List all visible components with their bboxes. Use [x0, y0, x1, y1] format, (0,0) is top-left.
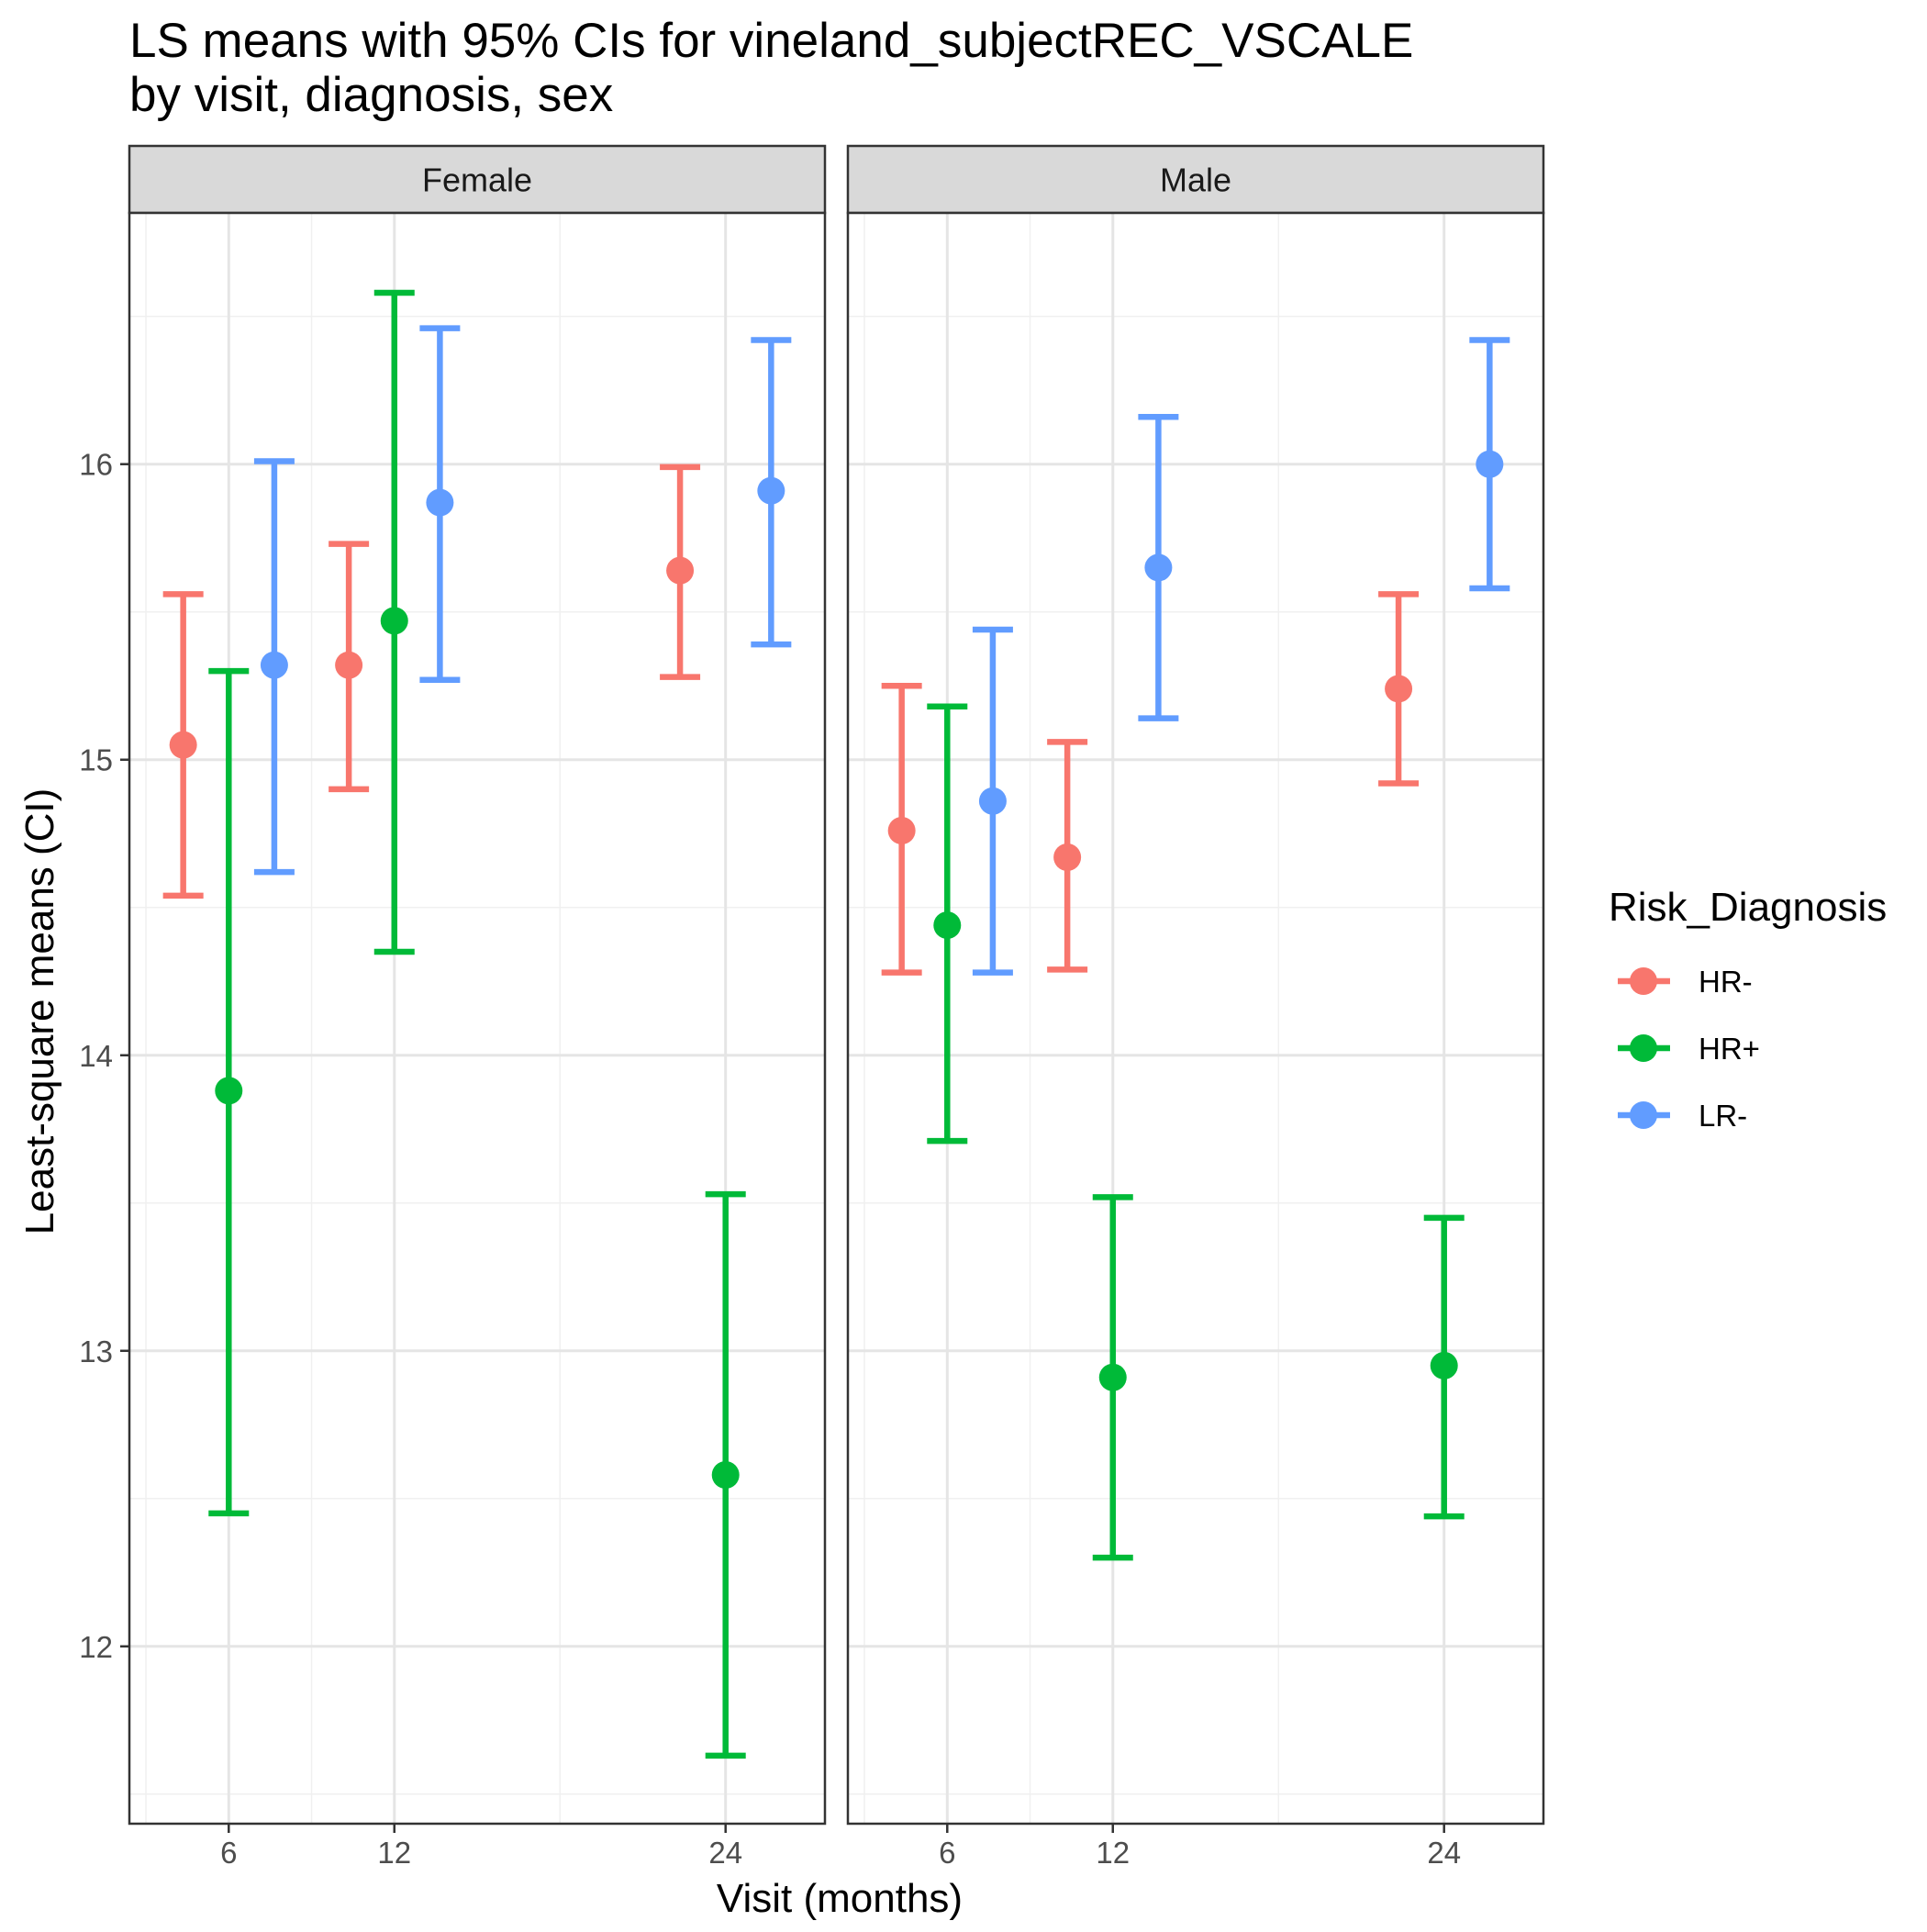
- y-axis: 12 13 14 15 16: [79, 448, 129, 1664]
- point-HR+: [1430, 1351, 1458, 1379]
- chart-title: LS means with 95% CIs for vineland_subje…: [129, 14, 1413, 68]
- series-hr-minus: [881, 591, 1420, 976]
- point-HR-: [887, 817, 916, 845]
- legend-item-LR-: LR-: [1618, 1099, 1747, 1133]
- point-HR-: [335, 651, 363, 679]
- panel-border: [128, 211, 827, 1826]
- point-LR-: [260, 651, 288, 679]
- series-hr-plus: [927, 703, 1465, 1561]
- point-HR+: [711, 1461, 740, 1490]
- x-axis-title: Visit (months): [717, 1876, 963, 1921]
- x-tick-label: 12: [377, 1836, 411, 1870]
- legend-item-HR-: HR-: [1618, 965, 1753, 999]
- x-tick-label: 12: [1096, 1836, 1130, 1870]
- x-tick-label: 6: [939, 1836, 955, 1870]
- y-tick-label: 12: [79, 1630, 113, 1664]
- legend-title: Risk_Diagnosis: [1609, 885, 1887, 930]
- point-HR-: [666, 556, 695, 585]
- point-LR-: [1144, 553, 1173, 582]
- strip-label-male: Male: [1160, 162, 1231, 199]
- legend-key-point: [1630, 1101, 1657, 1129]
- panel-male: Male 6 12 24: [846, 144, 1545, 1870]
- y-axis-title: Least-square means (CI): [17, 788, 62, 1235]
- point-LR-: [1476, 450, 1504, 478]
- series-lr-minus: [253, 325, 792, 876]
- panel-background: [848, 213, 1543, 1824]
- strip-male: [846, 144, 1545, 215]
- point-HR-: [1385, 675, 1413, 703]
- legend-key-point: [1630, 967, 1657, 995]
- x-tick-label: 6: [220, 1836, 237, 1870]
- chart-subtitle: by visit, diagnosis, sex: [129, 68, 613, 122]
- point-HR+: [380, 607, 408, 635]
- point-HR+: [1098, 1363, 1127, 1391]
- legend-label: HR-: [1699, 965, 1753, 999]
- panel-border: [846, 211, 1545, 1826]
- series-hr-minus: [162, 463, 701, 899]
- legend-key-point: [1630, 1034, 1657, 1062]
- series-hr-plus: [208, 289, 746, 1759]
- legend-label: LR-: [1699, 1099, 1747, 1133]
- panel-background: [129, 213, 825, 1824]
- x-tick-label: 24: [708, 1836, 742, 1870]
- point-HR-: [169, 731, 197, 759]
- panel-female: Female 6 12 24: [128, 144, 827, 1870]
- legend: Risk_Diagnosis HR- HR+ LR-: [1609, 885, 1887, 1133]
- legend-item-HR+: HR+: [1618, 1032, 1760, 1066]
- point-HR+: [215, 1077, 243, 1105]
- strip-female: [128, 144, 827, 215]
- point-HR+: [933, 911, 962, 940]
- y-tick-label: 13: [79, 1335, 113, 1368]
- point-LR-: [978, 787, 1007, 815]
- y-tick-label: 16: [79, 448, 113, 482]
- strip-label-female: Female: [422, 162, 532, 199]
- point-HR-: [1053, 843, 1082, 871]
- x-tick-label: 24: [1427, 1836, 1461, 1870]
- point-LR-: [757, 476, 785, 505]
- y-tick-label: 14: [79, 1039, 113, 1073]
- point-LR-: [426, 488, 454, 517]
- facet-panels: Female 6 12 24 Male 6 12 24: [128, 144, 1545, 1870]
- legend-label: HR+: [1699, 1032, 1760, 1066]
- y-tick-label: 15: [79, 743, 113, 777]
- series-lr-minus: [972, 337, 1510, 976]
